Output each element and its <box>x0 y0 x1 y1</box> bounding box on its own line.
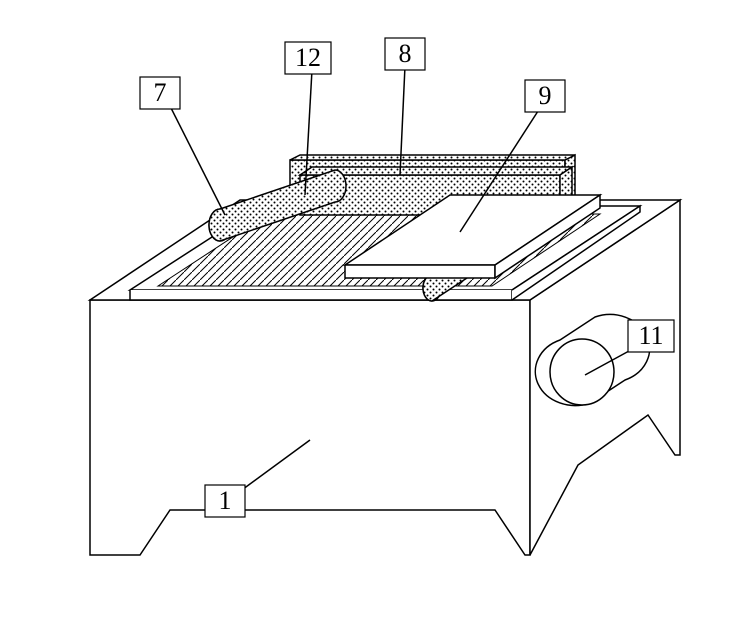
technical-drawing: 7 12 8 9 11 1 <box>0 0 734 624</box>
label-7: 7 <box>154 78 167 107</box>
label-1: 1 <box>219 486 232 515</box>
label-12: 12 <box>295 43 321 72</box>
label-8: 8 <box>399 39 412 68</box>
label-11: 11 <box>638 321 663 350</box>
label-9: 9 <box>539 81 552 110</box>
